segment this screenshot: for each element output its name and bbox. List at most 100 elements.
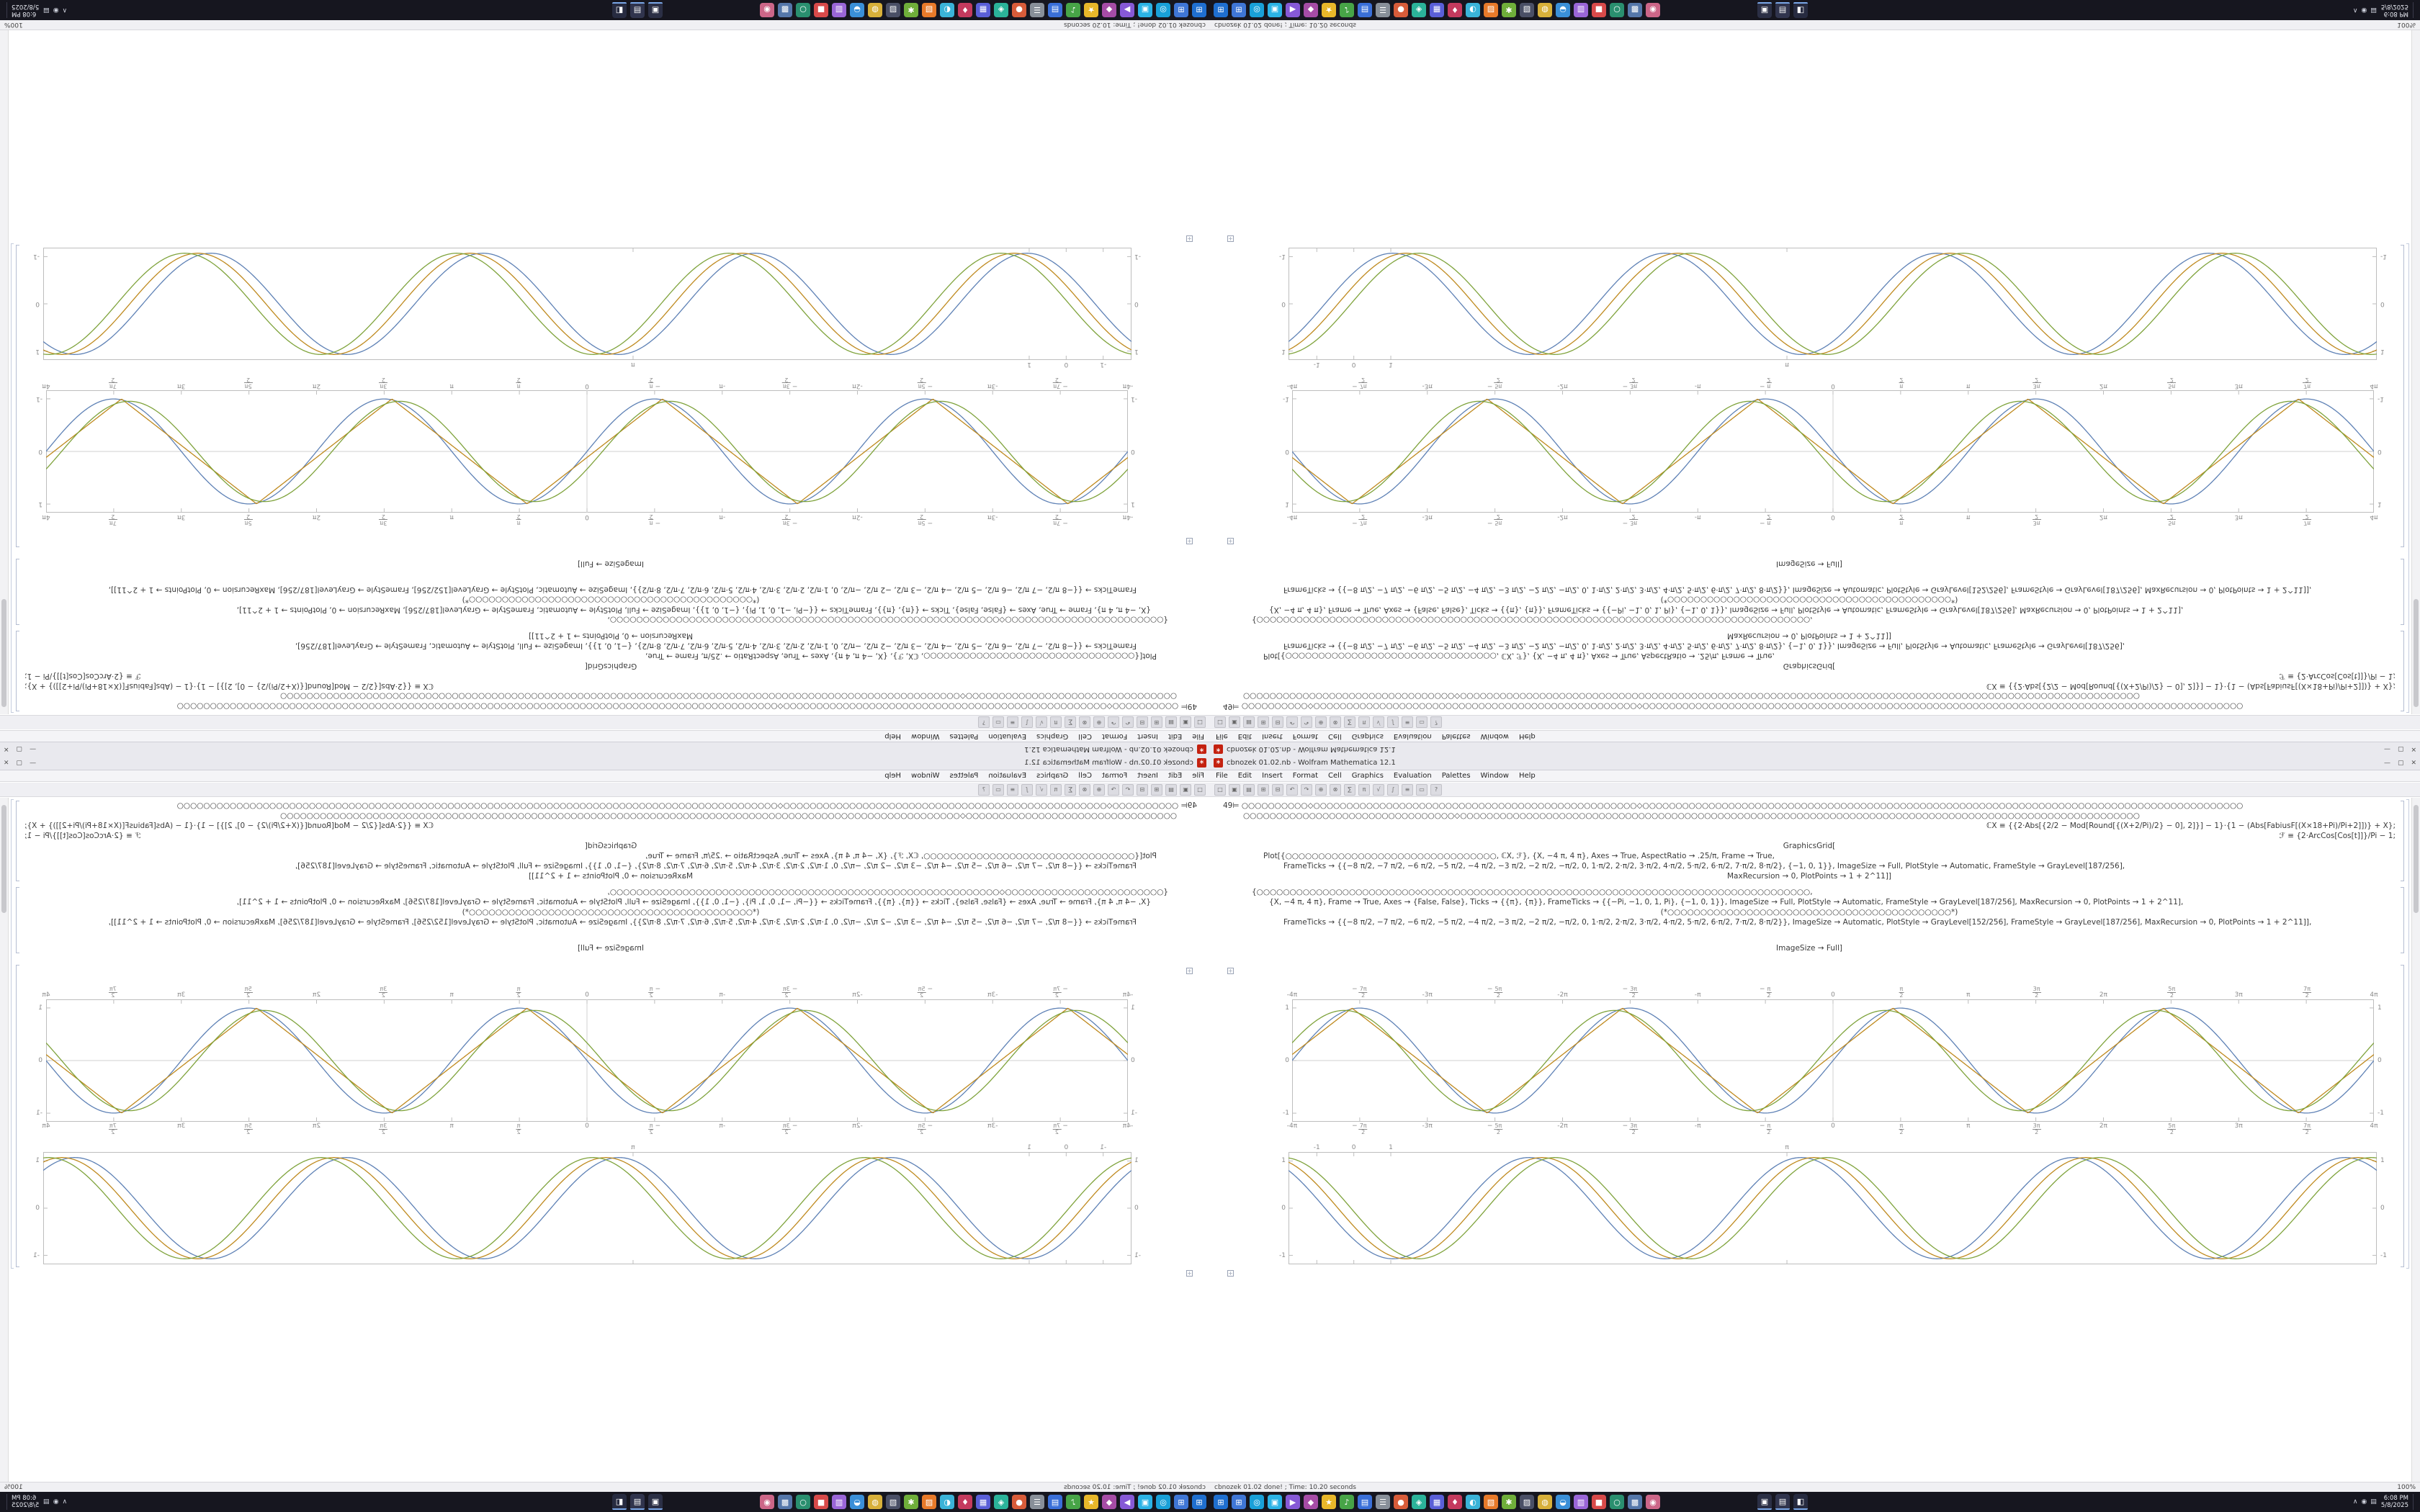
taskbar-open-window-icon[interactable]: ▤ [1775, 2, 1790, 18]
taskbar-app-icon[interactable]: ♦ [1448, 3, 1462, 17]
show-desktop-button[interactable] [4, 2, 7, 18]
taskbar-app-icon[interactable]: ▩ [1628, 3, 1642, 17]
cell-group-toggle-icon[interactable]: + [1227, 1270, 1234, 1277]
toolbar-icon-9[interactable]: ∑ [1344, 716, 1355, 729]
magnification-control[interactable]: 100% [2397, 1483, 2416, 1491]
menu-evaluation[interactable]: Evaluation [1393, 772, 1432, 780]
taskbar-app-icon[interactable]: ▥ [1574, 1495, 1588, 1509]
taskbar-clock[interactable]: 6:08 PM 5/8/2025 [2381, 1495, 2408, 1509]
toolbar-icon-0[interactable]: □ [1214, 783, 1226, 796]
taskbar-app-icon[interactable]: ◉ [760, 1495, 774, 1509]
menu-file[interactable]: File [1216, 732, 1228, 740]
toolbar-icon-7[interactable]: ⊕ [1315, 783, 1327, 796]
taskbar-app-icon[interactable]: ○ [796, 3, 810, 17]
code-cell-1[interactable]: 49⊨ ○○○○○○○○○○◇○○○○○○○○○○○○○○○○○○○○○○○○○… [1223, 631, 2396, 711]
taskbar-app-icon[interactable]: ✱ [1502, 1495, 1516, 1509]
taskbar-app-icon[interactable]: ⊞ [1232, 3, 1246, 17]
taskbar-open-window-icon[interactable]: ▣ [1757, 2, 1772, 18]
toolbar-icon-9[interactable]: ∑ [1065, 716, 1076, 729]
menu-format[interactable]: Format [1292, 772, 1319, 780]
taskbar-open-window-icon[interactable]: ◧ [1793, 2, 1808, 18]
taskbar-app-icon[interactable]: ◐ [940, 1495, 954, 1509]
taskbar-open-window-icon[interactable]: ◧ [612, 2, 627, 18]
close-button[interactable]: ✕ [4, 745, 9, 753]
menu-cell[interactable]: Cell [1328, 732, 1342, 740]
taskbar-app-icon[interactable]: ■ [814, 3, 828, 17]
toolbar-icon-8[interactable]: ⊗ [1079, 783, 1090, 796]
toolbar-icon-7[interactable]: ⊕ [1093, 716, 1105, 729]
taskbar-app-icon[interactable]: ◎ [1156, 1495, 1170, 1509]
menu-format[interactable]: Format [1101, 772, 1128, 780]
taskbar-open-window-icon[interactable]: ▣ [648, 1494, 663, 1510]
toolbar-icon-10[interactable]: π [1050, 716, 1062, 729]
taskbar-app-icon[interactable]: ▣ [1268, 3, 1282, 17]
toolbar-icon-8[interactable]: ⊗ [1330, 783, 1341, 796]
toolbar-icon-11[interactable]: √ [1036, 783, 1047, 796]
taskbar-app-icon[interactable]: ◆ [1304, 3, 1318, 17]
toolbar-icon-6[interactable]: ↷ [1108, 716, 1119, 729]
tray-icon-0[interactable]: ∧ [2352, 6, 2358, 14]
menu-insert[interactable]: Insert [1262, 732, 1283, 740]
taskbar-app-icon[interactable]: ▦ [976, 1495, 990, 1509]
code-cell-2[interactable]: {○○○○○○○○○○○○○○○○○○○○○○○○◇○○○○○○○○○○○○○○… [1223, 887, 2396, 953]
toolbar-icon-14[interactable]: ▭ [992, 783, 1004, 796]
toolbar-icon-15[interactable]: ? [1430, 716, 1442, 729]
tray-icon-1[interactable]: ◉ [2361, 1498, 2367, 1506]
code-cell-1[interactable]: 49⊨ ○○○○○○○○○○◇○○○○○○○○○○○○○○○○○○○○○○○○○… [24, 631, 1197, 711]
cell-bracket[interactable] [16, 631, 19, 711]
menu-graphics[interactable]: Graphics [1036, 732, 1069, 740]
toolbar-icon-5[interactable]: ↶ [1122, 783, 1134, 796]
taskbar-open-window-icon[interactable]: ◧ [1793, 1494, 1808, 1510]
toolbar-icon-12[interactable]: ∫ [1387, 783, 1399, 796]
taskbar-app-icon[interactable]: ▥ [832, 3, 846, 17]
taskbar-app-icon[interactable]: ■ [1592, 1495, 1606, 1509]
taskbar-app-icon[interactable]: ♦ [1448, 1495, 1462, 1509]
toolbar-icon-4[interactable]: ⊟ [1137, 716, 1148, 729]
taskbar-app-icon[interactable]: ○ [1610, 3, 1624, 17]
magnification-control[interactable]: 100% [2397, 21, 2416, 29]
toolbar-icon-9[interactable]: ∑ [1344, 783, 1355, 796]
mathematica-spikey-icon[interactable]: ∗ [1214, 744, 1223, 754]
taskbar-app-icon[interactable]: ▩ [1628, 1495, 1642, 1509]
toolbar-icon-14[interactable]: ▭ [992, 716, 1004, 729]
taskbar-app-icon[interactable]: ◉ [1646, 1495, 1660, 1509]
menu-help[interactable]: Help [884, 732, 902, 740]
taskbar-app-icon[interactable]: ▧ [1484, 3, 1498, 17]
taskbar-open-window-icon[interactable]: ▣ [1757, 1494, 1772, 1510]
mathematica-spikey-icon[interactable]: ∗ [1214, 758, 1223, 768]
taskbar-open-window-icon[interactable]: ▤ [1775, 1494, 1790, 1510]
taskbar-app-icon[interactable]: ✱ [1502, 3, 1516, 17]
taskbar-app-icon[interactable]: ▦ [976, 3, 990, 17]
code-cell-1[interactable]: 49⊨ ○○○○○○○○○○◇○○○○○○○○○○○○○○○○○○○○○○○○○… [1223, 801, 2396, 881]
vertical-scrollbar[interactable] [2411, 798, 2420, 1482]
taskbar-app-icon[interactable]: ▦ [1430, 3, 1444, 17]
taskbar-app-icon[interactable]: ◒ [850, 1495, 864, 1509]
toolbar-icon-4[interactable]: ⊟ [1137, 783, 1148, 796]
taskbar-app-icon[interactable]: ▩ [778, 3, 792, 17]
toolbar-icon-5[interactable]: ↶ [1122, 716, 1134, 729]
taskbar-app-icon[interactable]: ▥ [832, 1495, 846, 1509]
magnification-control[interactable]: 100% [4, 21, 23, 29]
toolbar-icon-10[interactable]: π [1358, 716, 1370, 729]
taskbar-app-icon[interactable]: ⊞ [1174, 3, 1188, 17]
taskbar-app-icon[interactable]: ◆ [1102, 1495, 1116, 1509]
taskbar-app-icon[interactable]: ◒ [1556, 3, 1570, 17]
taskbar-app-icon[interactable]: ◍ [1538, 1495, 1552, 1509]
taskbar-app-icon[interactable]: ♪ [1340, 3, 1354, 17]
tray-icon-1[interactable]: ◉ [2361, 6, 2367, 14]
toolbar-icon-11[interactable]: √ [1373, 716, 1384, 729]
menu-file[interactable]: File [1192, 772, 1204, 780]
scrollbar-thumb[interactable] [1, 599, 6, 707]
menu-edit[interactable]: Edit [1168, 772, 1183, 780]
close-button[interactable]: ✕ [2411, 745, 2416, 753]
taskbar-app-icon[interactable]: ◆ [1304, 1495, 1318, 1509]
taskbar-app-icon[interactable]: ▥ [1574, 3, 1588, 17]
toolbar-icon-1[interactable]: ▣ [1180, 716, 1191, 729]
taskbar-app-icon[interactable]: ▤ [1048, 3, 1062, 17]
show-desktop-button[interactable] [2413, 2, 2416, 18]
taskbar-app-icon[interactable]: ⊞ [1174, 1495, 1188, 1509]
toolbar-icon-15[interactable]: ? [1430, 783, 1442, 796]
taskbar-app-icon[interactable]: ◈ [994, 3, 1008, 17]
toolbar-icon-0[interactable]: □ [1194, 716, 1206, 729]
taskbar-app-icon[interactable]: ◆ [1102, 3, 1116, 17]
